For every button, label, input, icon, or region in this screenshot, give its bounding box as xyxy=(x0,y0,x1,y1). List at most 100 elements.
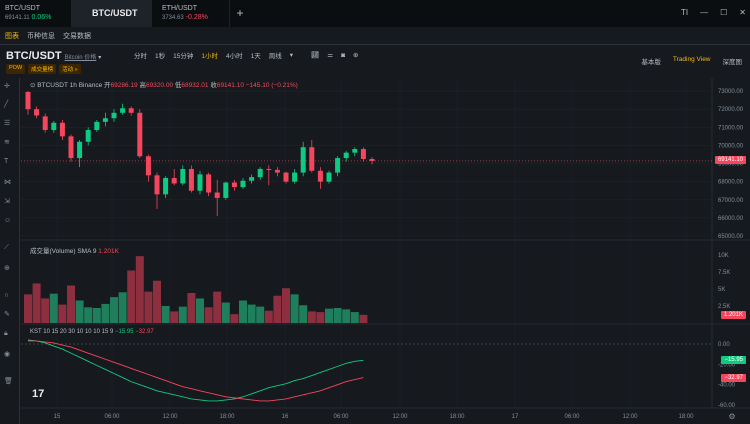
time-tick-label: 12:00 xyxy=(392,414,408,420)
lock-drawing-icon[interactable]: ✎ xyxy=(4,311,10,318)
channel-icon[interactable]: ≋ xyxy=(4,139,10,146)
chevron-down-icon[interactable]: ▾ xyxy=(98,55,102,61)
volume-bar xyxy=(264,310,273,323)
zoom-icon[interactable]: ⊕ xyxy=(4,265,10,272)
tab-btc-ticker[interactable]: BTC/USDT 69141.11 0.06% xyxy=(0,0,72,27)
time-tick-label: 17 xyxy=(512,414,519,420)
volume-bar xyxy=(213,291,222,323)
emoji-icon[interactable]: ☺ xyxy=(4,217,12,224)
minimize-button[interactable]: — xyxy=(700,8,709,17)
crosshair-icon[interactable]: ✛ xyxy=(4,83,10,90)
volume-bar xyxy=(333,308,342,323)
volume-bar xyxy=(58,304,67,323)
candle-body xyxy=(249,177,255,181)
tab-change-eth: -0.28% xyxy=(185,14,208,21)
kst-tick-label: -60.00 xyxy=(718,403,736,409)
interval-week[interactable]: 周线 xyxy=(268,53,282,60)
volume-bar xyxy=(178,306,187,323)
candle-body xyxy=(25,91,31,110)
settings-gear-icon: ⚙ xyxy=(728,412,735,421)
add-tab-button[interactable]: + xyxy=(236,6,244,20)
view-basic[interactable]: 基本版 xyxy=(641,59,661,66)
interval-4h[interactable]: 4小时 xyxy=(225,53,243,60)
candle-body xyxy=(137,112,143,157)
candle-body xyxy=(335,158,341,173)
interval-1s[interactable]: 1秒 xyxy=(155,53,166,60)
indicator-icon[interactable]: 📈︎ xyxy=(311,52,320,59)
volume-bar xyxy=(24,294,32,323)
candle-body xyxy=(283,172,289,182)
trendline-icon[interactable]: ╱ xyxy=(4,101,9,108)
last-price-box: 69141.10 xyxy=(714,156,746,164)
add-circle-icon[interactable]: ⊕ xyxy=(353,52,359,59)
kst-label: KST xyxy=(30,329,42,335)
candle-body xyxy=(128,108,134,113)
camera-icon[interactable]: ◙ xyxy=(341,51,346,59)
subnav-trade-data[interactable]: 交易数据 xyxy=(63,32,91,40)
legend-symbol: BTCUSDT xyxy=(37,82,68,89)
candle-body xyxy=(145,156,151,176)
time-tick-label: 18:00 xyxy=(219,414,235,420)
volume-bar xyxy=(84,307,93,323)
volume-bar xyxy=(110,297,118,323)
time-tick-label: 16 xyxy=(282,414,289,420)
ruler-icon[interactable]: ⟋ xyxy=(4,244,9,251)
subnav-chart[interactable]: 图表 xyxy=(5,32,19,40)
hlines-icon[interactable]: ☰ xyxy=(4,120,11,127)
volume-last-box: 1.201K xyxy=(720,311,746,319)
time-tick-label: 06:00 xyxy=(564,414,580,420)
tag-activity[interactable]: 活动 » xyxy=(59,64,81,74)
legend-interval: 1h xyxy=(69,82,77,89)
candle-body xyxy=(309,147,315,171)
close-button[interactable]: ✕ xyxy=(739,8,746,17)
view-tradingview[interactable]: Trading View xyxy=(672,56,711,63)
more-intervals-icon[interactable]: ▾ xyxy=(289,52,293,59)
pair-name[interactable]: BTC/USDT xyxy=(6,50,62,62)
pattern-icon[interactable]: ⋈ xyxy=(4,179,11,186)
interval-1d[interactable]: 1天 xyxy=(250,53,261,60)
text-icon[interactable]: T xyxy=(4,158,9,165)
volume-bar xyxy=(359,314,368,323)
lock-icon[interactable]: 🔒︎ xyxy=(4,330,8,337)
candle-body xyxy=(102,118,108,122)
view-depth[interactable]: 深度图 xyxy=(722,59,743,66)
magnet-icon[interactable]: ∩ xyxy=(4,292,10,299)
time-tick-label: 06:00 xyxy=(104,414,120,420)
volume-bar xyxy=(290,294,299,323)
candle-body xyxy=(42,116,48,131)
price-tick-label: 67000.00 xyxy=(718,198,744,204)
legend-close: 69141.10 xyxy=(216,82,244,89)
volume-tick-label: 10K xyxy=(718,253,729,259)
candle-body xyxy=(111,112,117,119)
volume-value: 1.201K xyxy=(98,248,119,255)
candle-body xyxy=(206,174,212,193)
volume-bar xyxy=(49,293,58,323)
legend-open: 69286.19 xyxy=(110,82,138,89)
tab-change: 0.06% xyxy=(31,14,52,21)
maximize-button[interactable]: ☐ xyxy=(720,8,728,17)
subnav-coin-info[interactable]: 币种信息 xyxy=(27,32,55,40)
tab-eth-usdt[interactable]: ETH/USDT 3734.63 -0.28% xyxy=(152,0,230,27)
measure-icon[interactable]: ⇲ xyxy=(4,198,10,205)
volume-bar xyxy=(92,308,101,323)
trash-icon[interactable]: 🗑︎ xyxy=(4,378,13,385)
legend-change: −145.10 (−0.21%) xyxy=(245,82,298,89)
eye-icon[interactable]: ◉ xyxy=(4,351,11,358)
interval-time[interactable]: 分时 xyxy=(134,53,147,60)
volume-tick-label: 2.5K xyxy=(718,304,730,310)
candle-type-icon[interactable]: ⚌ xyxy=(327,52,334,59)
candle-body xyxy=(77,141,83,159)
interval-15m[interactable]: 15分钟 xyxy=(173,53,194,60)
tab-btc-usdt[interactable]: BTC/USDT xyxy=(72,0,152,27)
kst-line xyxy=(27,339,364,402)
time-tick-label: 12:00 xyxy=(622,414,638,420)
pair-subtitle[interactable]: Bitcoin 价格 xyxy=(64,55,97,61)
user-button[interactable]: TI xyxy=(681,8,689,17)
interval-1h[interactable]: 1小时 xyxy=(201,53,218,60)
candle-body xyxy=(369,159,375,161)
candle-body xyxy=(343,152,349,159)
tag-volume-rank[interactable]: 成交量榜 xyxy=(28,64,57,74)
volume-tick-label: 7.5K xyxy=(718,270,730,276)
